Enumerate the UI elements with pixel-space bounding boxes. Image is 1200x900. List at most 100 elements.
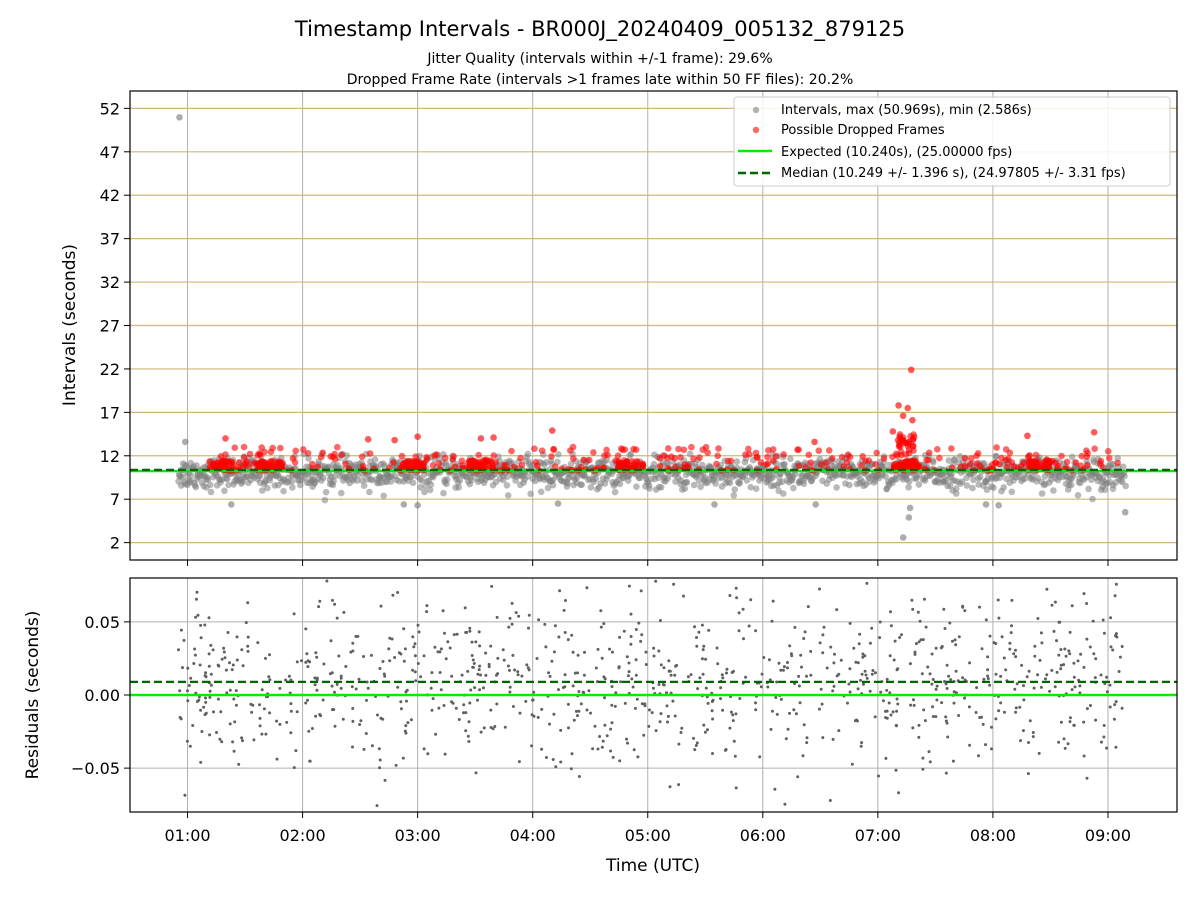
residual-point bbox=[1013, 687, 1017, 691]
dropped-frame-point bbox=[431, 452, 438, 459]
residual-point bbox=[570, 752, 574, 756]
residual-point bbox=[516, 670, 520, 674]
residual-point bbox=[315, 676, 319, 680]
intervals-y-axis-label: Intervals (seconds) bbox=[60, 244, 80, 406]
residual-point bbox=[839, 658, 843, 662]
residual-point bbox=[452, 633, 456, 637]
residual-point bbox=[292, 612, 296, 616]
residual-point bbox=[783, 802, 787, 806]
residual-point bbox=[673, 673, 677, 677]
residual-point bbox=[220, 657, 224, 661]
residual-point bbox=[390, 637, 394, 641]
residual-point bbox=[219, 710, 223, 714]
residual-point bbox=[484, 651, 488, 655]
residual-point bbox=[700, 657, 704, 661]
residual-point bbox=[381, 660, 385, 663]
residual-point bbox=[968, 661, 972, 665]
residual-point bbox=[195, 700, 199, 703]
dropped-frame-cluster-point bbox=[230, 461, 237, 469]
intervals-axes-frame bbox=[129, 90, 1178, 561]
residual-point bbox=[734, 712, 738, 716]
residual-point bbox=[570, 633, 574, 637]
residual-point bbox=[931, 715, 935, 718]
interval-point bbox=[752, 485, 760, 493]
residual-point bbox=[634, 658, 638, 662]
interval-point bbox=[800, 480, 808, 488]
residual-point bbox=[335, 616, 339, 620]
residual-point bbox=[1012, 652, 1016, 656]
residual-point bbox=[710, 700, 714, 703]
residual-point bbox=[307, 729, 311, 733]
residual-point bbox=[1092, 652, 1096, 656]
residual-point bbox=[701, 672, 705, 676]
residual-point bbox=[508, 616, 512, 620]
interval-point bbox=[524, 473, 532, 480]
interval-point bbox=[970, 476, 977, 484]
residuals-ytick-label-0: −0.05 bbox=[71, 759, 120, 778]
residual-point bbox=[884, 756, 888, 760]
residual-point bbox=[557, 635, 561, 639]
dropped-frame-point bbox=[366, 450, 374, 457]
residuals-points bbox=[177, 579, 1124, 808]
interval-point bbox=[1109, 485, 1117, 493]
residual-point bbox=[792, 708, 796, 712]
interval-point bbox=[905, 484, 912, 491]
residual-point bbox=[923, 719, 927, 723]
residual-point bbox=[984, 743, 987, 747]
residual-point bbox=[204, 696, 207, 700]
residual-point bbox=[207, 664, 211, 668]
interval-point bbox=[747, 483, 755, 491]
dropped-frame-point bbox=[240, 443, 248, 451]
dropped-frame-point bbox=[338, 451, 346, 459]
dropped-frame-point bbox=[668, 453, 675, 461]
interval-point bbox=[319, 474, 327, 482]
residual-point bbox=[516, 673, 520, 677]
residual-point bbox=[333, 602, 337, 606]
residual-point bbox=[852, 646, 856, 650]
residual-point bbox=[1105, 746, 1109, 750]
residual-point bbox=[693, 748, 697, 752]
residual-point bbox=[767, 658, 771, 662]
interval-point bbox=[906, 478, 913, 485]
residual-point bbox=[611, 755, 615, 759]
residual-point bbox=[403, 647, 407, 651]
residual-point bbox=[735, 596, 739, 600]
residual-point bbox=[1082, 592, 1086, 596]
dropped-frame-point bbox=[236, 459, 243, 466]
residual-point bbox=[658, 619, 662, 622]
residual-point bbox=[1010, 624, 1013, 628]
residual-point bbox=[865, 581, 869, 585]
residual-point bbox=[1101, 618, 1105, 622]
dropped-frame-point bbox=[1058, 452, 1065, 460]
residual-point bbox=[741, 607, 745, 611]
residual-point bbox=[1039, 631, 1043, 635]
x-tick-label-5: 06:00 bbox=[740, 826, 786, 845]
residual-point bbox=[1089, 704, 1092, 707]
residual-point bbox=[325, 579, 329, 583]
residual-point bbox=[818, 587, 821, 591]
residual-point bbox=[949, 678, 953, 682]
residual-point bbox=[268, 711, 272, 715]
residual-point bbox=[1000, 635, 1004, 639]
residual-point bbox=[868, 641, 872, 645]
residual-point bbox=[754, 629, 758, 633]
figure-subtitle-dropped: Dropped Frame Rate (intervals >1 frames … bbox=[347, 72, 854, 88]
residual-point bbox=[264, 732, 268, 736]
residual-point bbox=[188, 744, 192, 748]
residual-point bbox=[617, 666, 621, 670]
interval-point bbox=[846, 481, 853, 489]
residual-point bbox=[511, 653, 515, 657]
residual-point bbox=[422, 654, 426, 658]
residual-point bbox=[446, 640, 450, 644]
residual-point bbox=[469, 688, 473, 692]
dropped-frame-point bbox=[795, 462, 803, 470]
residual-point bbox=[474, 771, 478, 775]
dropped-frame-point bbox=[675, 445, 682, 453]
residual-point bbox=[754, 701, 757, 705]
residual-point bbox=[1050, 603, 1054, 607]
residual-point bbox=[627, 584, 631, 588]
residual-point bbox=[666, 714, 670, 718]
residual-point bbox=[530, 713, 534, 717]
dropped-frame-point bbox=[656, 462, 664, 470]
residual-point bbox=[548, 674, 552, 678]
